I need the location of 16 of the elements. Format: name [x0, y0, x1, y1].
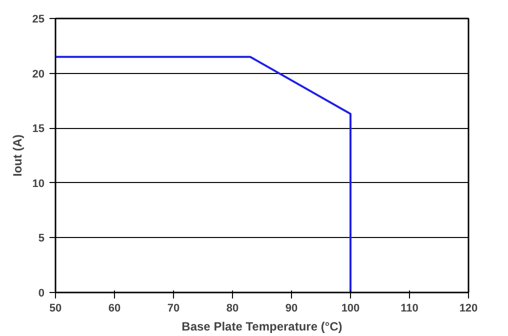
y-tick-label: 0 [38, 288, 45, 300]
x-tick-label: 90 [285, 302, 298, 314]
x-tick-label: 50 [49, 302, 62, 314]
y-tick-label: 5 [38, 232, 45, 245]
x-tick-label: 100 [341, 302, 360, 314]
x-tick-label: 60 [108, 302, 121, 314]
x-tick-label: 120 [459, 302, 478, 314]
y-axis-title: Iout (A) [10, 134, 24, 176]
y-tick-label: 25 [32, 14, 45, 26]
x-tick-label: 110 [400, 302, 418, 314]
x-tick-label: 70 [167, 302, 180, 314]
x-axis-title: Base Plate Temperature (°C) [182, 320, 342, 334]
x-tick-label: 80 [226, 302, 239, 314]
y-tick-label: 20 [32, 68, 45, 80]
y-tick-label: 10 [32, 178, 45, 190]
y-tick-label: 15 [32, 123, 45, 136]
